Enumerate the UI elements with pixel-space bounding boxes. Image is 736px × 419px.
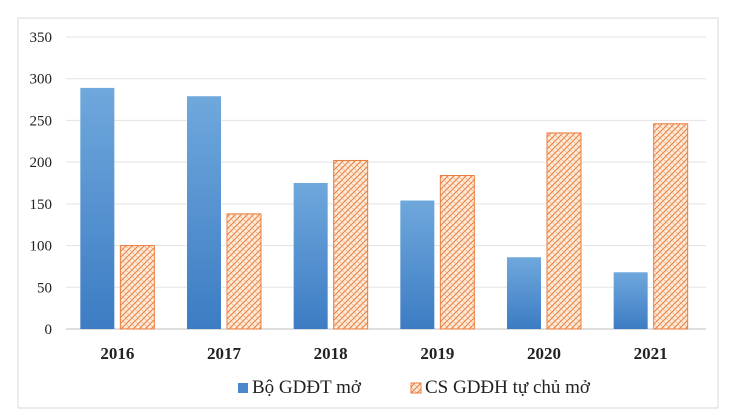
bar-cs-gddh-2018 xyxy=(333,159,369,330)
bar-bo-gddt-2016 xyxy=(80,87,115,330)
x-tick-label: 2021 xyxy=(634,344,668,363)
bar-bo-gddt-2017 xyxy=(187,96,221,329)
y-tick-label: 300 xyxy=(30,72,53,88)
bar-bo-gddt-2020 xyxy=(507,257,541,329)
bar-bo-gddt-2021 xyxy=(613,272,648,329)
y-tick-label: 0 xyxy=(45,322,53,338)
x-tick-label: 2017 xyxy=(207,344,242,363)
x-tick-label: 2020 xyxy=(527,344,561,363)
y-tick-label: 200 xyxy=(30,155,53,171)
bar-cs-gddh-2016 xyxy=(119,245,155,330)
legend-label-bo-gddt: Bộ GDĐT mở xyxy=(252,377,362,398)
y-tick-label: 150 xyxy=(30,197,53,213)
legend-label-cs-gddh: CS GDĐH tự chủ mở xyxy=(425,377,591,398)
x-tick-label: 2019 xyxy=(420,344,454,363)
bar-cs-gddh-2017 xyxy=(226,213,262,330)
legend-swatch-bo-gddt xyxy=(238,383,248,393)
bar-cs-gddh-2019 xyxy=(439,174,475,330)
bar-cs-gddh-2021 xyxy=(653,123,689,330)
bar-bo-gddt-2019 xyxy=(400,200,435,329)
chart-border xyxy=(17,17,719,409)
y-tick-label: 250 xyxy=(30,113,53,129)
legend: Bộ GDĐT mở CS GDĐH tự chủ mở xyxy=(238,377,591,398)
x-axis-ticks: 2016 2017 2018 2019 2020 2021 xyxy=(100,344,667,363)
x-tick-label: 2016 xyxy=(100,344,134,363)
bars xyxy=(80,87,689,330)
grid-lines xyxy=(66,36,706,330)
bar-bo-gddt-2018 xyxy=(293,183,328,329)
y-tick-label: 50 xyxy=(37,280,52,296)
y-axis-ticks: 0 50 100 150 200 250 300 350 xyxy=(30,30,53,338)
x-tick-label: 2018 xyxy=(314,344,348,363)
legend-swatch-cs-gddh xyxy=(410,382,422,394)
y-tick-label: 350 xyxy=(30,30,53,46)
bar-cs-gddh-2020 xyxy=(546,132,582,330)
y-tick-label: 100 xyxy=(30,239,53,255)
